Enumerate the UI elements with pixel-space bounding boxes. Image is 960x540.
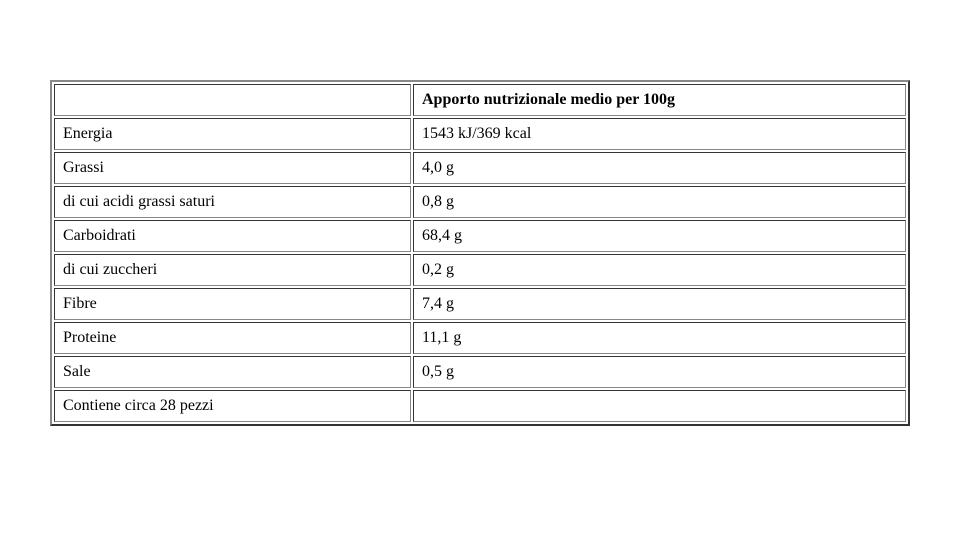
row-value: 1543 kJ/369 kcal xyxy=(413,118,906,150)
row-label: Grassi xyxy=(54,152,411,184)
footer-value xyxy=(413,390,906,422)
table-row: Fibre 7,4 g xyxy=(54,288,906,320)
table-row: di cui zuccheri 0,2 g xyxy=(54,254,906,286)
table-row: Grassi 4,0 g xyxy=(54,152,906,184)
row-label: Proteine xyxy=(54,322,411,354)
row-value: 7,4 g xyxy=(413,288,906,320)
row-value: 4,0 g xyxy=(413,152,906,184)
footer-label: Contiene circa 28 pezzi xyxy=(54,390,411,422)
row-value: 11,1 g xyxy=(413,322,906,354)
row-label: di cui zuccheri xyxy=(54,254,411,286)
row-value: 0,5 g xyxy=(413,356,906,388)
header-empty-cell xyxy=(54,84,411,116)
table-footer-row: Contiene circa 28 pezzi xyxy=(54,390,906,422)
nutrition-table: Apporto nutrizionale medio per 100g Ener… xyxy=(50,80,910,426)
table-row: Sale 0,5 g xyxy=(54,356,906,388)
row-label: Fibre xyxy=(54,288,411,320)
row-label: Energia xyxy=(54,118,411,150)
header-cell: Apporto nutrizionale medio per 100g xyxy=(413,84,906,116)
row-value: 0,8 g xyxy=(413,186,906,218)
row-value: 0,2 g xyxy=(413,254,906,286)
table-header-row: Apporto nutrizionale medio per 100g xyxy=(54,84,906,116)
row-label: di cui acidi grassi saturi xyxy=(54,186,411,218)
table-row: Energia 1543 kJ/369 kcal xyxy=(54,118,906,150)
row-label: Carboidrati xyxy=(54,220,411,252)
table-row: Carboidrati 68,4 g xyxy=(54,220,906,252)
table-row: di cui acidi grassi saturi 0,8 g xyxy=(54,186,906,218)
table-row: Proteine 11,1 g xyxy=(54,322,906,354)
row-label: Sale xyxy=(54,356,411,388)
row-value: 68,4 g xyxy=(413,220,906,252)
